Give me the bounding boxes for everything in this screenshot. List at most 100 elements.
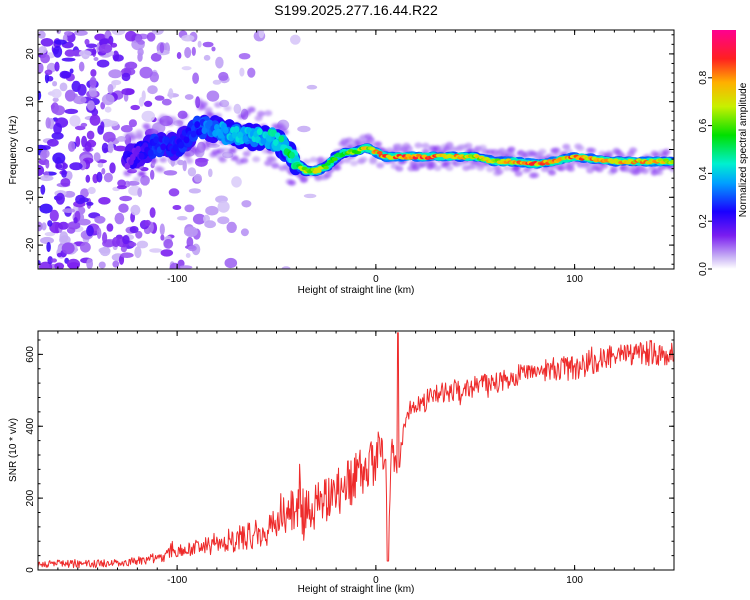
noise-patch	[187, 167, 197, 177]
ridge-point	[315, 169, 322, 173]
halo-patch	[588, 147, 597, 154]
noise-patch	[69, 115, 81, 127]
noise-patch	[38, 62, 44, 74]
halo-patch	[192, 149, 201, 155]
noise-patch	[86, 130, 95, 140]
halo-patch	[369, 158, 378, 165]
halo-patch	[342, 157, 351, 164]
noise-patch	[73, 217, 78, 224]
noise-patch	[93, 152, 101, 162]
noise-patch	[38, 164, 45, 177]
noise-patch	[128, 119, 137, 128]
noise-patch	[61, 57, 76, 62]
ridge-point	[217, 131, 224, 139]
noise-patch	[40, 38, 54, 47]
noise-patch	[109, 162, 116, 174]
noise-patch	[68, 141, 76, 152]
noise-patch	[40, 236, 54, 245]
noise-patch	[80, 242, 91, 253]
colorbar-tick-label: 0.4	[698, 166, 709, 180]
noise-patch	[54, 39, 67, 45]
noise-patch	[172, 205, 182, 210]
noise-patch	[218, 71, 229, 81]
noise-patch	[54, 262, 65, 269]
noise-patch	[149, 248, 163, 253]
halo-patch	[662, 148, 671, 155]
noise-patch	[84, 38, 90, 46]
noise-patch	[86, 225, 94, 237]
halo-patch	[655, 169, 664, 176]
noise-patch	[290, 34, 301, 45]
noise-patch	[130, 204, 141, 216]
halo-patch	[288, 179, 296, 186]
noise-patch	[101, 142, 109, 154]
halo-patch	[268, 156, 277, 163]
noise-patch	[44, 72, 50, 84]
halo-patch	[204, 107, 213, 113]
ridge-point	[135, 145, 142, 153]
noise-patch	[39, 175, 54, 182]
noise-patch	[86, 201, 94, 206]
noise-patch	[205, 205, 219, 216]
noise-patch	[204, 220, 217, 229]
ridge-point	[147, 149, 154, 157]
noise-patch	[40, 184, 46, 195]
noise-patch	[104, 106, 112, 113]
halo-patch	[548, 169, 556, 176]
noise-patch	[159, 42, 165, 54]
noise-patch	[96, 59, 110, 68]
noise-patch	[106, 223, 114, 232]
ridge-point	[124, 162, 131, 170]
noise-patch	[93, 57, 99, 61]
noise-patch	[177, 159, 185, 166]
halo-patch	[445, 165, 454, 171]
noise-patch	[241, 200, 252, 208]
x-tick-label: 0	[373, 274, 379, 285]
noise-patch	[140, 175, 150, 186]
halo-patch	[333, 164, 342, 171]
noise-patch	[74, 30, 88, 36]
snr-y-axis: 0 200 400 600	[25, 339, 674, 573]
y-tick-label: -10	[25, 190, 36, 205]
noise-patch	[103, 172, 113, 183]
noise-patch	[193, 173, 202, 183]
halo-patch	[254, 115, 263, 122]
noise-patch	[224, 257, 238, 269]
noise-patch	[195, 157, 208, 167]
ridge-point	[273, 139, 279, 146]
spectrogram-ridge	[121, 114, 674, 177]
colorbar-tick-label: 0.6	[698, 118, 709, 132]
halo-patch	[552, 147, 561, 154]
noise-patch	[52, 81, 58, 87]
noise-patch	[99, 246, 111, 257]
noise-patch	[85, 43, 98, 49]
noise-patch	[120, 252, 134, 258]
halo-patch	[183, 151, 192, 158]
halo-patch	[223, 105, 232, 112]
noise-patch	[215, 56, 224, 69]
halo-patch	[373, 141, 382, 148]
ridge-point	[260, 137, 267, 145]
noise-patch	[178, 265, 193, 269]
noise-patch	[202, 41, 214, 48]
colorbar-label: Normalized spectral amplitude	[738, 82, 749, 217]
noise-patch	[139, 66, 153, 79]
halo-patch	[576, 145, 585, 152]
noise-patch	[159, 223, 165, 236]
noise-patch	[49, 209, 59, 222]
noise-patch	[47, 220, 53, 227]
noise-patch	[184, 47, 192, 59]
noise-patch	[69, 162, 83, 171]
noise-patch	[91, 108, 99, 117]
noise-patch	[208, 168, 213, 178]
noise-patch	[160, 249, 174, 257]
halo-patch	[395, 165, 404, 172]
noise-patch	[188, 188, 201, 194]
noise-patch	[136, 240, 149, 249]
noise-patch	[87, 186, 96, 195]
snr-x-label: Height of straight line (km)	[298, 584, 415, 595]
noise-patch	[101, 94, 115, 106]
ridge-point	[323, 165, 329, 170]
noise-patch	[85, 174, 91, 183]
